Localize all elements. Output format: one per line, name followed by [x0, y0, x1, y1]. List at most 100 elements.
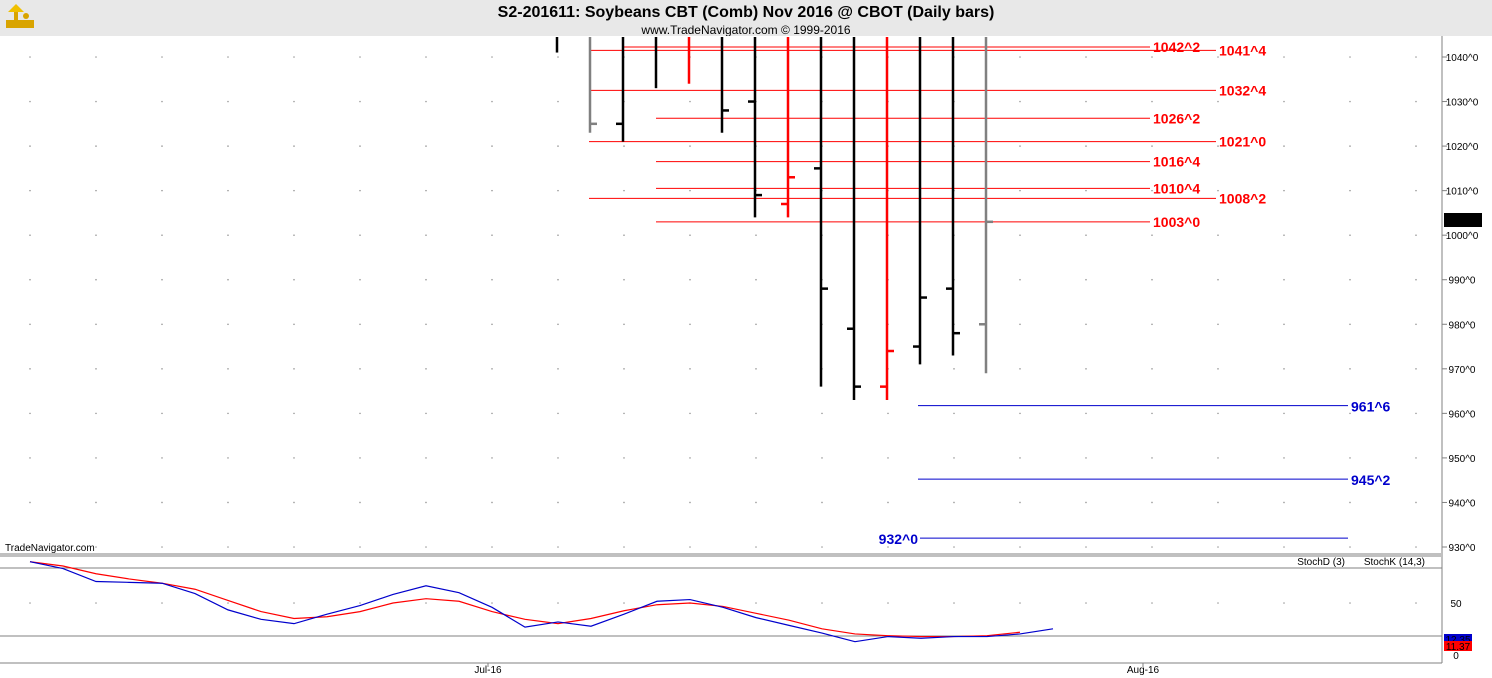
- trade-navigator-logo-icon: [6, 4, 34, 28]
- grid-dot: [689, 368, 691, 370]
- stoch-k-last: 12.35: [1445, 635, 1470, 646]
- grid-dot: [1151, 189, 1153, 192]
- grid-dot: [161, 457, 163, 459]
- price-tick-label: 1030^0: [1446, 98, 1479, 109]
- stoch-grid-dot: [755, 602, 757, 604]
- grid-dot: [623, 145, 625, 147]
- grid-dot: [755, 234, 757, 236]
- grid-dot: [1415, 412, 1417, 415]
- price-tick-label: 930^0: [1449, 543, 1476, 554]
- grid-dot: [1085, 100, 1087, 103]
- grid-dot: [95, 56, 97, 58]
- panel-divider[interactable]: [0, 553, 1442, 557]
- grid-dot: [491, 234, 493, 236]
- grid-dot: [425, 56, 427, 58]
- stoch-grid-dot: [557, 602, 559, 604]
- grid-dot: [689, 323, 691, 326]
- grid-dot: [1415, 189, 1417, 192]
- stoch-grid-dot: [887, 602, 889, 604]
- grid-dot: [689, 189, 691, 192]
- grid-dot: [1217, 189, 1219, 192]
- grid-dot: [491, 56, 493, 58]
- grid-dot: [1019, 546, 1021, 548]
- support-label: 961^6: [1351, 399, 1391, 415]
- resistance-label: 1026^2: [1153, 110, 1200, 126]
- grid-dot: [491, 412, 493, 415]
- grid-dot: [29, 368, 31, 370]
- price-tick-label: 970^0: [1449, 365, 1476, 376]
- grid-dot: [1217, 56, 1219, 58]
- grid-dot: [1415, 323, 1417, 326]
- grid-dot: [1085, 56, 1087, 58]
- price-tick-label: 1020^0: [1446, 142, 1479, 153]
- grid-dot: [491, 457, 493, 459]
- grid-dot: [689, 501, 691, 504]
- grid-dot: [557, 56, 559, 58]
- grid-dot: [1019, 368, 1021, 370]
- header-band: [0, 0, 1492, 36]
- stoch-tick-label: 0: [1453, 651, 1459, 662]
- grid-dot: [1085, 546, 1087, 548]
- stoch-grid-dot: [359, 602, 361, 604]
- grid-dot: [425, 100, 427, 103]
- support-label: 945^2: [1351, 472, 1391, 488]
- grid-dot: [161, 56, 163, 58]
- grid-dot: [953, 457, 955, 459]
- grid-dot: [1019, 323, 1021, 326]
- grid-dot: [1085, 278, 1087, 281]
- grid-dot: [359, 546, 361, 548]
- last-price-tag: 1003^0: [1444, 213, 1482, 227]
- resistance-label: 1003^0: [1153, 214, 1200, 230]
- grid-dot: [161, 145, 163, 147]
- stoch-grid-dot: [491, 602, 493, 604]
- grid-dot: [755, 323, 757, 326]
- grid-dot: [1415, 278, 1417, 281]
- grid-dot: [29, 234, 31, 236]
- stoch-grid-dot: [1217, 602, 1219, 604]
- support-label: 932^0: [879, 531, 919, 547]
- grid-dot: [1415, 368, 1417, 370]
- grid-dot: [293, 368, 295, 370]
- grid-dot: [293, 100, 295, 103]
- grid-dot: [557, 278, 559, 281]
- stoch-grid-dot: [1283, 602, 1285, 604]
- stoch-grid-dot: [1349, 602, 1351, 604]
- grid-dot: [1415, 145, 1417, 147]
- grid-dot: [293, 501, 295, 504]
- grid-dot: [29, 145, 31, 147]
- grid-dot: [1085, 189, 1087, 192]
- grid-dot: [29, 412, 31, 415]
- stoch-grid-dot: [227, 602, 229, 604]
- stoch-value-tags: 12.35 11.37: [1444, 634, 1472, 653]
- stoch-grid-dot: [425, 602, 427, 604]
- grid-dot: [1151, 323, 1153, 326]
- grid-dot: [557, 457, 559, 459]
- grid-dot: [1415, 234, 1417, 236]
- grid-dot: [491, 100, 493, 103]
- grid-dot: [161, 323, 163, 326]
- grid-dot: [1151, 234, 1153, 236]
- grid-dot: [359, 457, 361, 459]
- grid-dot: [1019, 412, 1021, 415]
- grid-dot: [293, 56, 295, 58]
- grid-dot: [1085, 501, 1087, 504]
- grid-dot: [623, 278, 625, 281]
- grid-dot: [953, 501, 955, 504]
- grid-dot: [755, 501, 757, 504]
- grid-dot: [95, 189, 97, 192]
- grid-dot: [1151, 501, 1153, 504]
- chart-title: S2-201611: Soybeans CBT (Comb) Nov 2016 …: [498, 4, 995, 21]
- grid-dot: [1019, 234, 1021, 236]
- grid-dot: [689, 145, 691, 147]
- grid-dot: [161, 546, 163, 548]
- grid-dot: [227, 278, 229, 281]
- grid-dot: [557, 189, 559, 192]
- grid-dot: [623, 368, 625, 370]
- grid-dot: [1019, 278, 1021, 281]
- grid-dot: [1019, 145, 1021, 147]
- grid-dot: [1217, 278, 1219, 281]
- stoch-tick-label: 50: [1450, 599, 1462, 610]
- grid-dot: [1085, 457, 1087, 459]
- stoch-grid-dot: [29, 602, 31, 604]
- grid-dot: [557, 145, 559, 147]
